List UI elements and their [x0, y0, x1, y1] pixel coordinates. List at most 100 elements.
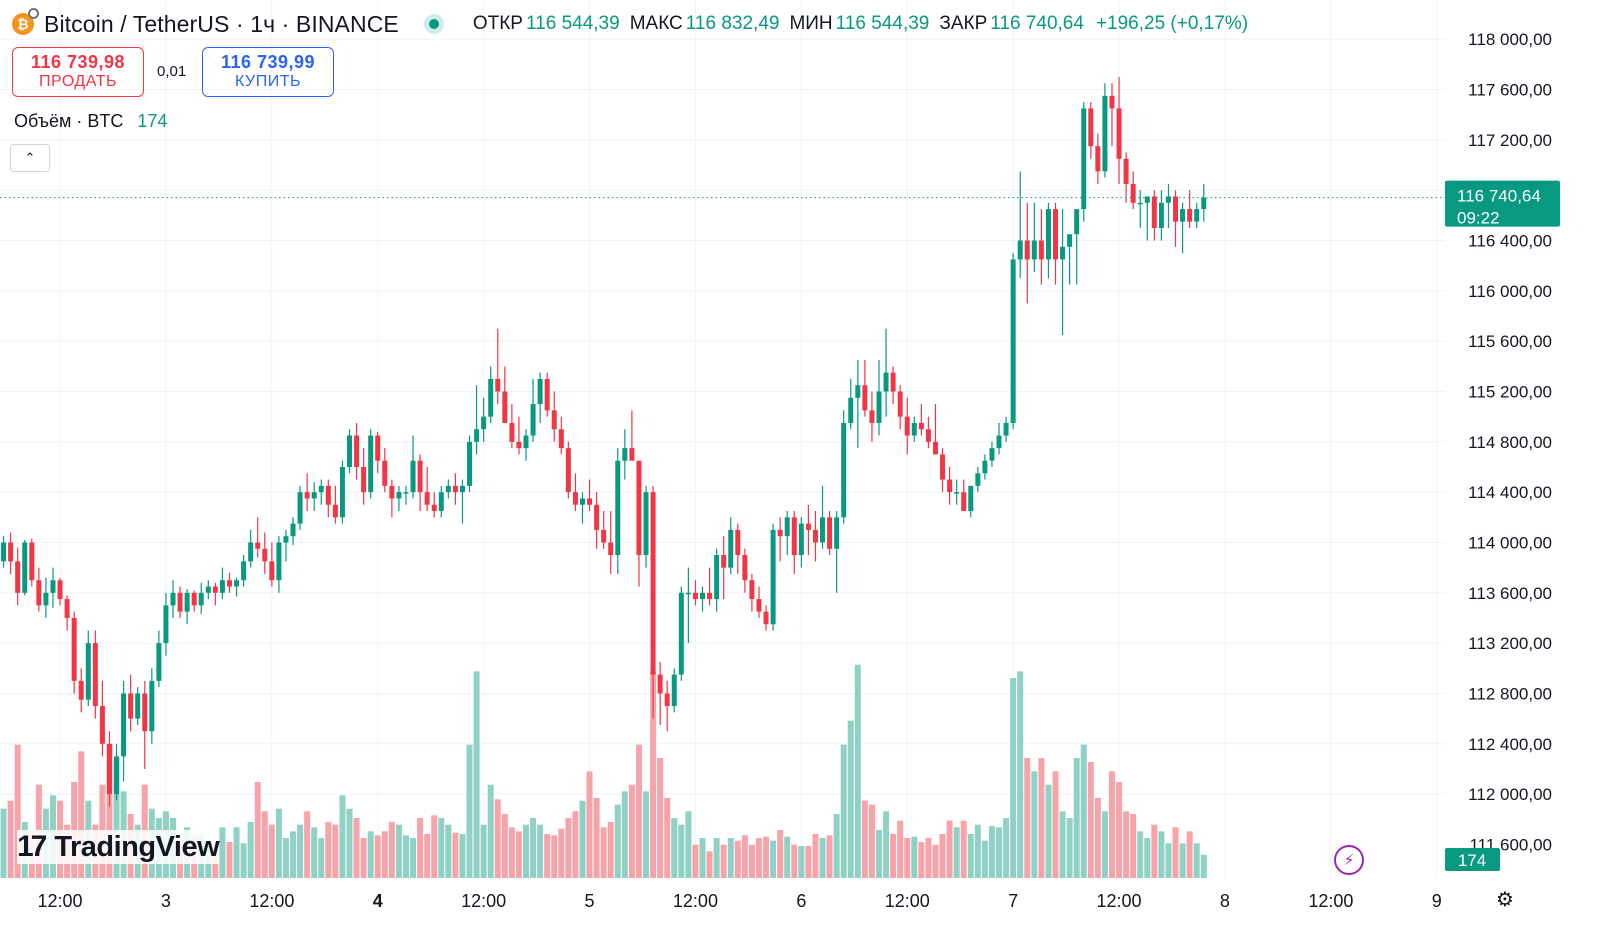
candle-body — [297, 492, 303, 524]
price-axis[interactable]: 112 000,00 112 400,00 112 800,00 113 200,00… — [1468, 30, 1552, 854]
volume-bar — [219, 827, 226, 878]
y-tick-label: 113 600,00 — [1468, 584, 1552, 603]
candle-body — [1116, 108, 1122, 159]
volume-bar — [1087, 762, 1094, 878]
symbol-title[interactable]: Bitcoin / TetherUS · 1ч · BINANCE — [44, 10, 399, 37]
candle-body — [975, 473, 981, 486]
volume-bar — [360, 838, 367, 878]
candle-body — [36, 580, 42, 606]
volume-bar — [918, 842, 925, 878]
candle-body — [15, 561, 21, 593]
candle-body — [940, 454, 946, 480]
candle-body — [283, 536, 289, 543]
volume-bar — [650, 671, 657, 878]
low-value: 116 544,39 — [835, 13, 930, 34]
candle-body — [1045, 209, 1051, 260]
candle-body — [311, 492, 317, 499]
candle-body — [947, 479, 953, 493]
tradingview-logo[interactable]: 17 TradingView — [17, 830, 220, 864]
last-price-badge — [1445, 180, 1560, 227]
volume-bar — [904, 838, 911, 878]
volume-bar — [402, 835, 409, 878]
time-axis[interactable]: 12:00 3 12:00 4 12:00 5 12:00 6 12:00 7 12:00 8 12:0… — [38, 891, 1442, 911]
y-tick-label: 118 000,00 — [1468, 30, 1552, 49]
symbol-header: ₿ Bitcoin / TetherUS · 1ч · BINANCE ОТКР… — [12, 8, 1248, 40]
candle-body — [834, 517, 840, 549]
candle-body — [389, 485, 395, 499]
candle-body — [544, 378, 550, 411]
candle-body — [177, 592, 183, 612]
volume-bar — [268, 824, 275, 878]
x-tick-label: 12:00 — [885, 891, 930, 911]
candle-body — [1081, 108, 1087, 210]
volume-bar — [1172, 827, 1179, 878]
y-tick-label: 114 000,00 — [1468, 533, 1552, 552]
candle-body — [424, 492, 430, 505]
collapse-legend-button[interactable]: ⌃ — [10, 144, 50, 172]
lightning-icon[interactable]: ⚡ — [1334, 845, 1364, 875]
candle-body — [255, 542, 261, 549]
candle-body — [1003, 422, 1009, 436]
candle-body — [184, 592, 190, 612]
volume-bar — [1017, 671, 1024, 878]
volume-bar — [854, 664, 861, 878]
volume-bar — [699, 838, 706, 878]
gear-icon[interactable]: ⚙ — [1496, 888, 1514, 911]
volume-bar — [868, 804, 875, 878]
buy-price: 116 739,99 — [220, 52, 316, 72]
volume-bar — [1200, 854, 1207, 878]
volume-bar — [925, 838, 932, 878]
market-open-status-icon[interactable] — [428, 19, 439, 29]
candle-body — [1137, 202, 1143, 205]
volume-bar — [579, 800, 586, 878]
volume-bar — [1137, 831, 1144, 878]
volume-bar — [558, 828, 565, 878]
candle-body — [1123, 158, 1129, 184]
volume-bar — [233, 827, 240, 878]
candle-body — [636, 460, 642, 556]
volume-last-label: 174 — [1458, 851, 1486, 870]
volume-bar — [508, 827, 515, 878]
volume-bar — [621, 791, 628, 878]
candle-body — [1173, 196, 1179, 222]
candle-body — [1130, 183, 1136, 203]
volume-bar — [1038, 758, 1045, 878]
candle-body — [219, 580, 225, 593]
candle-body — [452, 485, 458, 493]
candle-body — [290, 523, 296, 537]
volume-bar — [381, 831, 388, 878]
volume-bar — [113, 758, 120, 878]
volume-bar — [275, 808, 282, 878]
sell-price: 116 739,98 — [30, 52, 126, 72]
volume-bar — [1144, 838, 1151, 878]
volume-bar — [1073, 758, 1080, 878]
candle-body — [523, 435, 529, 449]
exchange-badge-icon — [28, 8, 39, 19]
volume-bar — [395, 824, 402, 878]
candle-body — [678, 592, 684, 675]
sell-button[interactable]: 116 739,98 ПРОДАТЬ — [12, 47, 144, 97]
candle-body — [502, 391, 508, 423]
buy-button[interactable]: 116 739,99 КУПИТЬ — [202, 47, 334, 97]
volume-bar — [755, 838, 762, 878]
volume-bar — [1130, 814, 1137, 878]
volume-bar — [939, 834, 946, 878]
candle-body — [700, 592, 705, 600]
x-tick-label: 12:00 — [1308, 891, 1353, 911]
volume-bar — [833, 814, 840, 878]
volume-bar — [861, 800, 868, 878]
volume-legend[interactable]: Объём · BTC 174 — [14, 111, 167, 132]
candle-body — [784, 517, 790, 537]
volume-bar — [643, 791, 650, 878]
x-tick-label: 12:00 — [1097, 891, 1142, 911]
candlesticks — [1, 76, 1207, 807]
candle-body — [276, 542, 282, 581]
volume-bar — [713, 838, 720, 878]
volume-bar — [600, 827, 607, 878]
candle-body — [615, 460, 621, 556]
candle-body — [1067, 234, 1073, 247]
x-tick-label: 12:00 — [38, 891, 83, 911]
candle-body — [798, 523, 804, 556]
volume-bar — [883, 811, 890, 878]
